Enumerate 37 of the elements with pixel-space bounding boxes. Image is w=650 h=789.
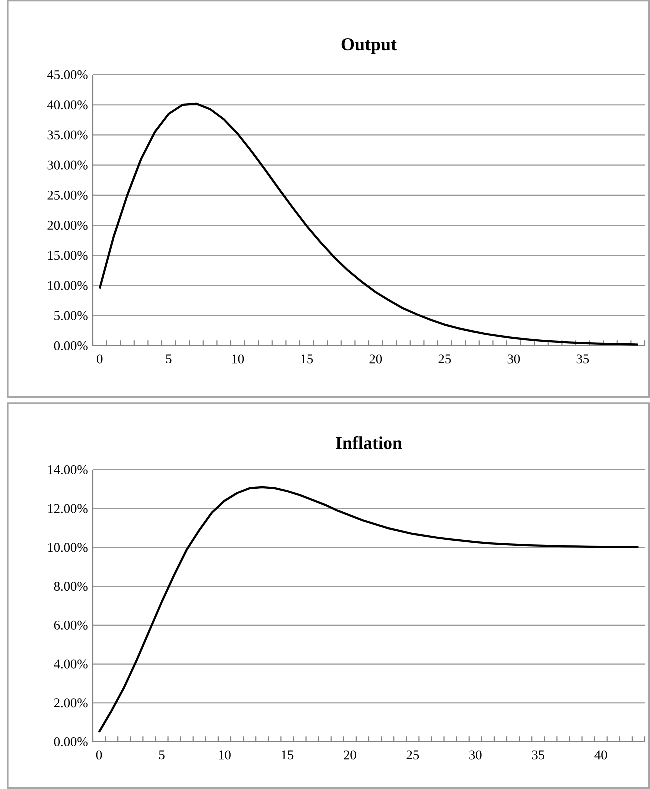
y-tick-label: 12.00% [48,504,88,514]
x-tick-label: 25 [438,354,452,364]
y-tick-label: 15.00% [48,251,88,260]
y-tick-label: 14.00% [48,465,88,475]
x-tick-label: 5 [166,354,172,364]
y-tick-label: 0.00% [54,341,88,351]
y-tick-label: 10.00% [48,281,88,290]
y-tick-label: 35.00% [48,130,88,140]
x-tick-label: 15 [301,354,314,364]
x-tick-label: 30 [470,750,482,760]
y-tick-label: 0.00% [54,737,88,747]
x-tick-label: 0 [97,354,103,364]
y-tick-label: 30.00% [48,160,88,170]
y-tick-label: 8.00% [54,582,88,592]
x-tick-label: 15 [282,750,294,760]
x-tick-label: 10 [232,354,244,364]
y-tick-label: 40.00% [47,100,88,110]
x-tick-label: 20 [344,750,356,760]
y-tick-label: 20.00% [48,221,88,230]
x-tick-label: 40 [594,750,608,760]
x-tick-label: 20 [370,354,382,364]
x-tick-label: 5 [159,750,165,760]
y-tick-label: 6.00% [54,620,88,630]
x-tick-label: 10 [219,750,231,760]
y-tick-label: 4.00% [54,660,88,669]
y-tick-label: 45.00% [47,70,88,80]
y-tick-label: 2.00% [54,698,88,708]
chart-title: Inflation [336,436,402,450]
x-tick-label: 0 [96,750,102,760]
x-tick-label: 35 [576,354,590,364]
x-tick-label: 35 [532,750,545,760]
y-tick-label: 10.00% [48,543,88,552]
chart-title: Output [342,38,397,54]
y-tick-label: 25.00% [48,190,88,200]
x-tick-label: 25 [406,750,420,760]
x-tick-label: 30 [508,354,520,364]
y-tick-label: 5.00% [54,311,88,320]
